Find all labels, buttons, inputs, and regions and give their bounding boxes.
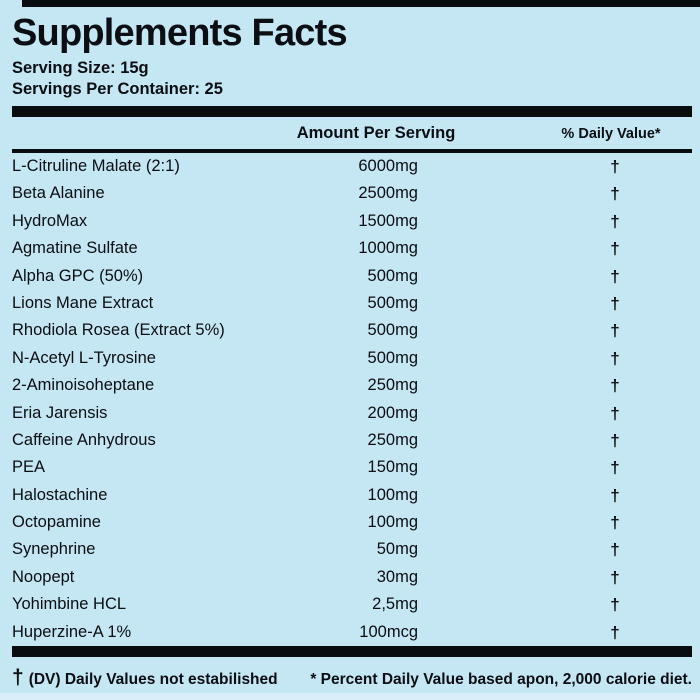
table-row: Halostachine 100mg † [12, 482, 692, 509]
ingredient-daily-value-dagger: † [610, 622, 620, 642]
table-row: Lions Mane Extract 500mg † [12, 290, 692, 317]
ingredient-name: Synephrine [12, 540, 96, 559]
ingredient-name: HydroMax [12, 211, 88, 230]
ingredient-name: Eria Jarensis [12, 403, 108, 422]
ingredient-name: Lions Mane Extract [12, 293, 154, 312]
table-row: Eria Jarensis 200mg † [12, 400, 692, 427]
label-title: Supplements Facts [12, 12, 348, 54]
ingredient-name: L-Citruline Malate (2:1) [12, 157, 180, 175]
table-header-row: Amount Per Serving % Daily Value* [12, 117, 692, 149]
ingredient-daily-value-dagger: † [610, 458, 620, 478]
ingredient-amount: 1500mg [358, 211, 418, 230]
ingredient-amount: 1000mg [358, 239, 418, 258]
ingredient-amount: 50mg [376, 540, 418, 559]
ingredient-amount: 6000mg [358, 157, 418, 175]
ingredient-name: Huperzine-A 1% [12, 622, 132, 641]
ingredient-amount: 150mg [367, 458, 418, 477]
ingredient-amount: 2,5mg [372, 595, 418, 614]
daily-value-footnote: † (DV) Daily Values not estabilished [12, 666, 278, 690]
table-row: Huperzine-A 1% 100mcg † [12, 619, 692, 646]
ingredient-daily-value-dagger: † [610, 321, 620, 341]
ingredient-name: Beta Alanine [12, 184, 105, 203]
ingredient-name: Octopamine [12, 513, 101, 532]
table-row: 2-Aminoisoheptane 250mg † [12, 372, 692, 399]
ingredient-amount: 30mg [376, 567, 418, 586]
ingredient-amount: 250mg [367, 376, 418, 395]
ingredient-amount: 500mg [367, 321, 418, 340]
table-row: Noopept 30mg † [12, 564, 692, 591]
servings-per-container-text: Servings Per Container: 25 [12, 80, 223, 98]
ingredient-daily-value-dagger: † [610, 430, 620, 450]
ingredient-name: Caffeine Anhydrous [12, 430, 156, 449]
ingredient-daily-value-dagger: † [610, 184, 620, 204]
ingredient-name: PEA [12, 458, 46, 477]
ingredient-daily-value-dagger: † [610, 540, 620, 560]
ingredient-amount: 500mg [367, 293, 418, 312]
percent-daily-value-footnote: * Percent Daily Value based apon, 2,000 … [310, 671, 692, 689]
table-row: N-Acetyl L-Tyrosine 500mg † [12, 345, 692, 372]
ingredient-daily-value-dagger: † [610, 239, 620, 259]
table-row: Yohimbine HCL 2,5mg † [12, 591, 692, 618]
ingredient-daily-value-dagger: † [610, 595, 620, 615]
footer-divider-thick [12, 646, 692, 658]
daily-value-header: % Daily Value* [561, 126, 661, 142]
ingredient-daily-value-dagger: † [610, 211, 620, 231]
table-row: Caffeine Anhydrous 250mg † [12, 427, 692, 454]
table-row: Octopamine 100mg † [12, 509, 692, 536]
table-row: Alpha GPC (50%) 500mg † [12, 263, 692, 290]
serving-size-text: Serving Size: 15g [12, 59, 149, 77]
ingredient-name: Agmatine Sulfate [12, 239, 138, 258]
ingredient-amount: 200mg [367, 403, 418, 422]
daily-value-footnote-text: (DV) Daily Values not estabilished [28, 671, 278, 689]
ingredient-amount: 100mg [367, 485, 418, 504]
header-divider-thick [12, 106, 692, 117]
ingredient-amount: 100mcg [359, 622, 418, 641]
ingredient-daily-value-dagger: † [610, 348, 620, 368]
ingredient-daily-value-dagger: † [610, 293, 620, 313]
ingredient-amount: 100mg [367, 513, 418, 532]
table-row: Synephrine 50mg † [12, 536, 692, 563]
ingredient-name: Yohimbine HCL [12, 595, 127, 614]
ingredient-daily-value-dagger: † [610, 567, 620, 587]
ingredient-daily-value-dagger: † [610, 513, 620, 533]
footnotes-row: † (DV) Daily Values not estabilished * P… [12, 666, 692, 690]
ingredient-name: Alpha GPC (50%) [12, 266, 144, 285]
label-bottom-edge [0, 693, 700, 700]
ingredient-name: Rhodiola Rosea (Extract 5%) [12, 321, 225, 340]
ingredient-name: 2-Aminoisoheptane [12, 376, 155, 395]
label-top-border [22, 0, 700, 7]
table-row: L-Citruline Malate (2:1) 6000mg † [12, 153, 692, 180]
ingredient-table-body: L-Citruline Malate (2:1) 6000mg † Beta A… [12, 153, 692, 646]
amount-per-serving-header: Amount Per Serving [296, 124, 456, 142]
ingredient-amount: 250mg [367, 430, 418, 449]
ingredient-name: Halostachine [12, 485, 108, 504]
table-row: Beta Alanine 2500mg † [12, 180, 692, 207]
table-row: Agmatine Sulfate 1000mg † [12, 235, 692, 262]
ingredient-amount: 500mg [367, 348, 418, 367]
ingredient-amount: 500mg [367, 266, 418, 285]
dagger-icon: † [12, 666, 24, 690]
table-row: Rhodiola Rosea (Extract 5%) 500mg † [12, 317, 692, 344]
table-row: HydroMax 1500mg † [12, 208, 692, 235]
ingredient-amount: 2500mg [358, 184, 418, 203]
ingredient-name: Noopept [12, 567, 75, 586]
table-header-divider [12, 149, 692, 153]
ingredient-daily-value-dagger: † [610, 376, 620, 396]
ingredient-daily-value-dagger: † [610, 403, 620, 423]
ingredient-daily-value-dagger: † [610, 266, 620, 286]
table-row: PEA 150mg † [12, 454, 692, 481]
ingredient-daily-value-dagger: † [610, 485, 620, 505]
ingredient-name: N-Acetyl L-Tyrosine [12, 348, 156, 367]
ingredient-daily-value-dagger: † [610, 157, 620, 176]
